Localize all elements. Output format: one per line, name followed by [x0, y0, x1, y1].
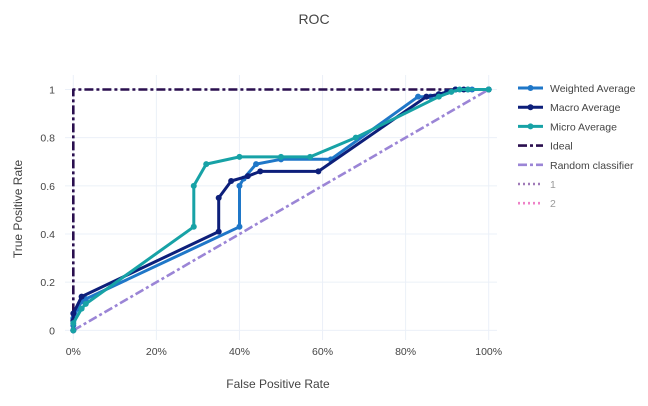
weighted-average-point: [236, 182, 243, 189]
micro-average-point: [307, 153, 314, 160]
micro-average-point: [236, 153, 243, 160]
weighted-average-point: [253, 161, 260, 168]
x-tick-label: 0%: [66, 346, 81, 358]
legend-item-ideal[interactable]: Ideal: [518, 141, 573, 153]
macro-average-point: [78, 293, 85, 300]
legend-item-macro-average[interactable]: Macro Average: [518, 102, 621, 114]
legend-label: Micro Average: [550, 121, 617, 133]
y-tick-label: 1: [49, 84, 55, 96]
y-tick-label: 0.8: [40, 133, 55, 145]
micro-average-point: [464, 86, 471, 93]
legend-label: 2: [550, 198, 556, 210]
grid: [65, 75, 497, 340]
legend-item-2[interactable]: 2: [518, 198, 556, 210]
legend-label: Macro Average: [550, 102, 621, 114]
macro-average-point: [228, 178, 235, 184]
y-axis-title: True Positive Rate: [11, 160, 25, 259]
micro-average-point: [70, 327, 77, 334]
micro-average-point: [278, 153, 284, 160]
y-tick-label: 0: [49, 325, 55, 337]
legend-item-weighted-average[interactable]: Weighted Average: [518, 83, 636, 95]
chart-title: ROC: [298, 11, 329, 27]
micro-average-point: [203, 161, 210, 168]
macro-average-point: [215, 194, 222, 201]
macro-average-point: [423, 93, 430, 100]
micro-average-point: [456, 86, 463, 93]
legend-item-random-classifier[interactable]: Random classifier: [518, 160, 634, 172]
random-classifier-line: [72, 88, 490, 332]
micro-average-point: [190, 182, 197, 189]
y-tick-label: 0.4: [40, 229, 55, 241]
micro-average-point: [485, 86, 492, 93]
macro-average-point: [257, 168, 264, 175]
x-tick-label: 40%: [229, 346, 250, 358]
legend-label: Random classifier: [550, 160, 634, 172]
legend-item-1[interactable]: 1: [518, 179, 556, 191]
legend-marker: [527, 104, 534, 111]
plot-area: [70, 86, 492, 334]
y-axis-ticks: 0 0.2 0.4 0.6 0.8 1: [40, 84, 55, 337]
micro-average-point: [70, 320, 77, 327]
micro-average-point: [352, 134, 359, 141]
y-tick-label: 0.6: [40, 181, 55, 193]
legend-item-micro-average[interactable]: Micro Average: [518, 121, 617, 133]
micro-average-point: [435, 93, 442, 100]
macro-average-point: [315, 168, 322, 175]
legend[interactable]: Weighted Average Macro Average Micro Avera…: [518, 83, 636, 210]
legend-label: 1: [550, 179, 556, 191]
x-tick-label: 80%: [395, 346, 416, 358]
x-axis-title: False Positive Rate: [226, 377, 330, 391]
legend-label: Weighted Average: [550, 83, 636, 95]
micro-average-point: [190, 223, 197, 230]
macro-average-point: [244, 173, 251, 180]
micro-average-point: [448, 88, 455, 95]
x-axis-ticks: 0% 20% 40% 60% 80% 100%: [66, 346, 502, 358]
legend-marker: [527, 123, 534, 130]
micro-average-line: [71, 88, 489, 331]
x-tick-label: 60%: [312, 346, 333, 358]
x-tick-label: 100%: [475, 346, 502, 358]
micro-average-point: [82, 300, 89, 307]
y-tick-label: 0.2: [40, 277, 55, 289]
ideal-line: [72, 88, 489, 331]
macro-average-point: [70, 310, 77, 317]
x-tick-label: 20%: [146, 346, 167, 358]
weighted-average-point: [236, 223, 243, 230]
legend-marker: [527, 85, 534, 91]
weighted-average-point: [415, 93, 422, 100]
legend-label: Ideal: [550, 141, 573, 153]
micro-average-point: [78, 305, 85, 312]
macro-average-point: [215, 228, 222, 235]
